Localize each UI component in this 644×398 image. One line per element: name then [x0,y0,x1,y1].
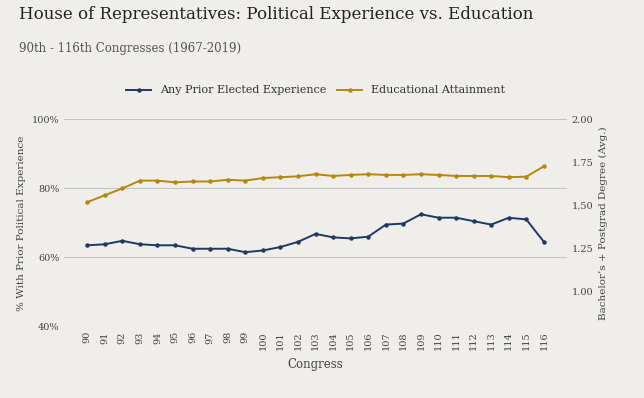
Any Prior Elected Experience [488,222,495,227]
Any Prior Elected Experience [469,219,477,224]
Any Prior Elected Experience [540,240,548,244]
Educational Attainment [294,174,302,179]
Any Prior Elected Experience [399,221,407,226]
Any Prior Elected Experience [101,242,109,247]
Educational Attainment [435,173,442,178]
Educational Attainment [101,193,109,198]
Any Prior Elected Experience [365,234,372,239]
Educational Attainment [522,174,530,179]
Educational Attainment [505,175,513,179]
Educational Attainment [469,174,477,178]
Educational Attainment [382,173,390,178]
Any Prior Elected Experience [171,243,179,248]
Text: House of Representatives: Political Experience vs. Education: House of Representatives: Political Expe… [19,6,534,23]
Any Prior Elected Experience [206,246,214,251]
Any Prior Elected Experience [505,215,513,220]
Educational Attainment [329,174,337,178]
Any Prior Elected Experience [452,215,460,220]
Educational Attainment [399,173,407,178]
Educational Attainment [136,178,144,183]
Any Prior Elected Experience [136,242,144,247]
Educational Attainment [417,172,425,177]
Educational Attainment [488,174,495,178]
Any Prior Elected Experience [347,236,355,241]
Educational Attainment [347,173,355,178]
Educational Attainment [189,179,196,184]
Any Prior Elected Experience [435,215,442,220]
Any Prior Elected Experience [154,243,162,248]
Any Prior Elected Experience [259,248,267,253]
Educational Attainment [224,178,232,182]
Educational Attainment [206,179,214,184]
X-axis label: Congress: Congress [288,358,343,371]
Line: Educational Attainment: Educational Attainment [86,165,545,204]
Y-axis label: Bachelor’s + Postgrad Degree (Avg.): Bachelor’s + Postgrad Degree (Avg.) [599,126,608,320]
Any Prior Elected Experience [189,246,196,251]
Educational Attainment [452,174,460,178]
Educational Attainment [365,172,372,177]
Any Prior Elected Experience [242,250,249,255]
Educational Attainment [540,164,548,169]
Any Prior Elected Experience [276,245,284,250]
Educational Attainment [242,178,249,183]
Educational Attainment [118,186,126,191]
Any Prior Elected Experience [118,238,126,243]
Educational Attainment [312,172,319,177]
Educational Attainment [171,180,179,185]
Line: Any Prior Elected Experience: Any Prior Elected Experience [86,213,545,254]
Educational Attainment [154,178,162,183]
Any Prior Elected Experience [83,243,91,248]
Y-axis label: % With Prior Political Experience: % With Prior Political Experience [17,135,26,310]
Any Prior Elected Experience [312,232,319,236]
Any Prior Elected Experience [224,246,232,251]
Legend: Any Prior Elected Experience, Educational Attainment: Any Prior Elected Experience, Educationa… [126,85,505,95]
Educational Attainment [259,176,267,180]
Any Prior Elected Experience [294,240,302,244]
Text: 90th - 116th Congresses (1967-2019): 90th - 116th Congresses (1967-2019) [19,42,241,55]
Educational Attainment [83,200,91,205]
Any Prior Elected Experience [382,222,390,227]
Any Prior Elected Experience [417,212,425,217]
Any Prior Elected Experience [522,217,530,222]
Educational Attainment [276,175,284,179]
Any Prior Elected Experience [329,235,337,240]
